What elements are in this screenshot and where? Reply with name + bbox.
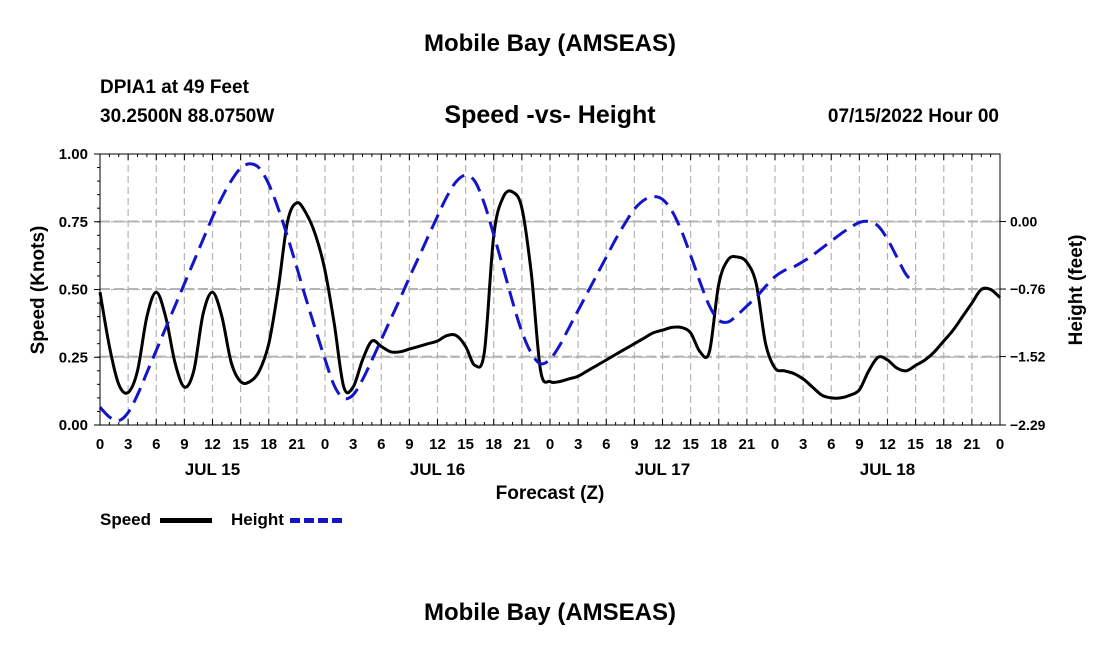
x-tick-label: 18: [935, 436, 952, 453]
y2-tick-label: −0.76: [1010, 281, 1046, 297]
x-tick-label: 12: [879, 436, 896, 453]
station-coordinates: 30.2500N 88.0750W: [100, 106, 275, 127]
day-label: JUL 16: [410, 460, 465, 479]
speed-series-line: [98, 189, 1002, 400]
x-tick-label: 21: [964, 436, 981, 453]
y-tick-label: 0.75: [59, 214, 88, 231]
x-tick-label: 0: [546, 436, 554, 453]
y2-tick-label: 0.00: [1010, 214, 1037, 230]
x-tick-label: 12: [429, 436, 446, 453]
x-tick-label: 3: [799, 436, 807, 453]
x-tick-label: 0: [996, 436, 1004, 453]
y-tick-label: 0.25: [59, 349, 88, 366]
x-tick-label: 0: [771, 436, 779, 453]
legend-height-label: Height: [231, 510, 284, 529]
x-tick-label: 3: [124, 436, 132, 453]
y2-tick-label: −1.52: [1010, 349, 1046, 365]
x-tick-label: 9: [180, 436, 188, 453]
x-tick-label: 15: [682, 436, 699, 453]
y2-axis-label: Height (feet): [1066, 235, 1087, 346]
chart-title: Speed -vs- Height: [444, 101, 656, 129]
legend-speed-swatch: [160, 518, 212, 523]
x-tick-label: 3: [574, 436, 582, 453]
day-label: JUL 15: [185, 460, 240, 479]
x-tick-label: 15: [457, 436, 474, 453]
x-tick-label: 6: [152, 436, 160, 453]
height-series-line: [98, 162, 917, 423]
x-tick-label: 12: [204, 436, 221, 453]
x-tick-label: 15: [232, 436, 249, 453]
chart-grid: [100, 154, 1000, 425]
footer-title: Mobile Bay (AMSEAS): [423, 599, 677, 626]
chart-ticks: [94, 153, 1006, 426]
x-tick-label: 15: [907, 436, 924, 453]
x-tick-label: 6: [827, 436, 835, 453]
station-label: DPIA1 at 49 Feet: [100, 77, 249, 98]
y-axis-label: Speed (Knots): [28, 226, 49, 355]
y2-tick-label: −2.29: [1010, 417, 1046, 433]
x-axis-label: Forecast (Z): [495, 483, 605, 504]
y-tick-label: 1.00: [59, 146, 88, 163]
x-tick-label: 0: [96, 436, 104, 453]
legend-speed-label: Speed: [100, 510, 152, 529]
x-tick-label: 18: [260, 436, 277, 453]
forecast-run-time: 07/15/2022 Hour 00: [827, 106, 999, 127]
day-label: JUL 18: [860, 460, 915, 479]
x-tick-label: 6: [377, 436, 385, 453]
x-tick-label: 21: [289, 436, 306, 453]
y-tick-label: 0.50: [59, 282, 88, 299]
x-tick-label: 0: [321, 436, 329, 453]
x-tick-label: 21: [739, 436, 756, 453]
y-tick-label: 0.00: [59, 417, 88, 434]
x-tick-label: 9: [405, 436, 413, 453]
x-tick-label: 9: [630, 436, 638, 453]
x-tick-label: 6: [602, 436, 610, 453]
chart-tick-labels: 0 3 6 9 12 15 18 21 0 3 6 9 12 15 18 21 0 3 6 9 12 15 18 21 0 3 6 9…: [59, 146, 1046, 479]
x-tick-label: 18: [485, 436, 502, 453]
x-tick-label: 12: [654, 436, 671, 453]
page-title: Mobile Bay (AMSEAS): [423, 30, 677, 57]
x-tick-label: 9: [855, 436, 863, 453]
x-tick-label: 21: [514, 436, 531, 453]
chart-series: [98, 162, 1002, 423]
x-tick-label: 18: [710, 436, 727, 453]
x-tick-label: 3: [349, 436, 357, 453]
legend-height-swatch: [290, 518, 342, 523]
day-label: JUL 17: [635, 460, 690, 479]
